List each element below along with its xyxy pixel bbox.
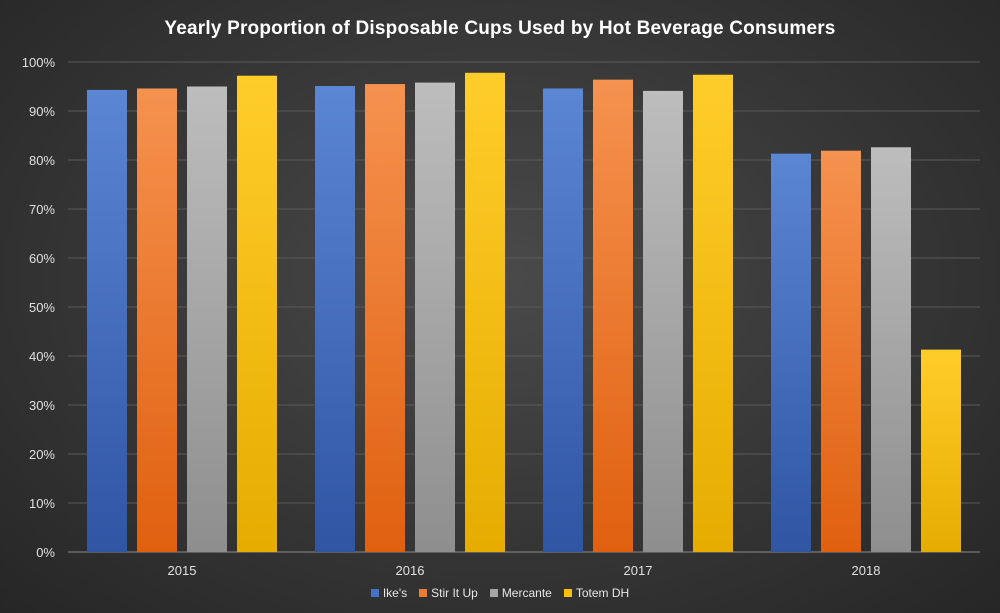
legend-swatch	[563, 589, 572, 597]
legend-label: Totem DH	[575, 586, 630, 600]
bar	[921, 349, 961, 552]
chart-title: Yearly Proportion of Disposable Cups Use…	[164, 18, 836, 39]
bar	[415, 82, 455, 552]
y-tick-label: 30%	[29, 398, 55, 413]
bar	[771, 153, 811, 552]
bar	[87, 89, 127, 553]
bar	[593, 79, 633, 552]
legend-item: Ike's	[370, 586, 408, 600]
legend-swatch	[419, 589, 428, 597]
legend-label: Ike's	[382, 586, 408, 600]
legend-swatch	[370, 589, 379, 597]
legend-item: Stir It Up	[419, 586, 478, 600]
bar	[465, 72, 505, 552]
y-tick-label: 80%	[29, 153, 55, 168]
y-tick-label: 100%	[22, 55, 56, 70]
bar	[821, 150, 861, 552]
y-tick-label: 70%	[29, 202, 55, 217]
y-tick-label: 90%	[29, 104, 55, 119]
bar	[315, 86, 355, 552]
legend-label: Stir It Up	[431, 586, 478, 600]
legend-item: Totem DH	[563, 586, 630, 600]
y-tick-label: 0%	[36, 545, 55, 560]
bar	[237, 75, 277, 552]
x-tick-label: 2017	[624, 563, 653, 578]
bar	[693, 74, 733, 553]
bar	[871, 147, 911, 552]
legend: Ike's Stir It Up Mercante Totem DH	[0, 586, 1000, 600]
y-tick-label: 60%	[29, 251, 55, 266]
bar	[365, 84, 405, 553]
y-tick-label: 10%	[29, 496, 55, 511]
y-tick-label: 50%	[29, 300, 55, 315]
legend-swatch	[489, 589, 498, 597]
bar	[137, 88, 177, 553]
legend-label: Mercante	[501, 586, 552, 600]
x-tick-label: 2016	[396, 563, 425, 578]
x-tick-label: 2015	[168, 563, 197, 578]
bar	[543, 88, 583, 553]
legend-item: Mercante	[489, 586, 552, 600]
bar	[643, 90, 683, 552]
bar	[187, 86, 227, 552]
y-tick-label: 40%	[29, 349, 55, 364]
y-tick-label: 20%	[29, 447, 55, 462]
x-tick-label: 2018	[852, 563, 881, 578]
